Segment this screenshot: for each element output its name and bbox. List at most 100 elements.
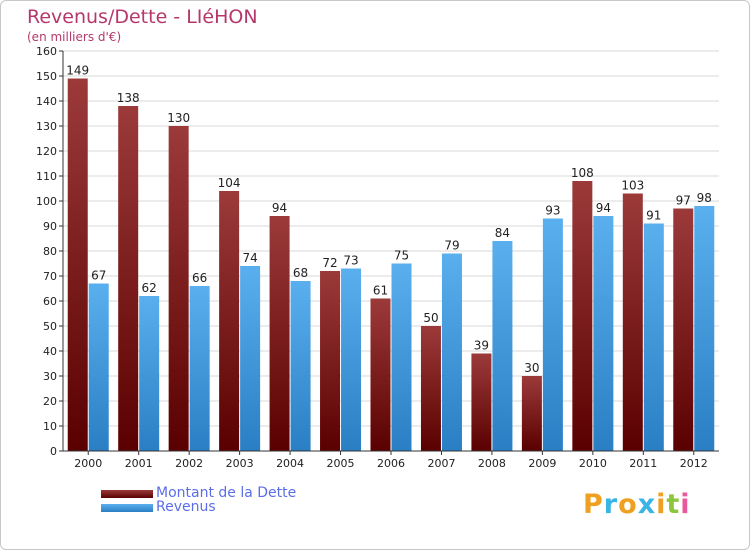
- axes: 0 10 20 30 40 50 60 70 80 90 100 110 120 130 140 150 160…: [36, 45, 719, 470]
- y-tick-label: 70: [43, 270, 57, 283]
- bar-dette: [320, 271, 341, 451]
- data-label: 98: [697, 191, 712, 205]
- data-label: 108: [571, 166, 594, 180]
- y-tick-label: 140: [36, 95, 57, 108]
- logo-letter: i: [656, 489, 667, 520]
- data-label: 97: [676, 194, 691, 208]
- y-tick-label: 120: [36, 145, 57, 158]
- y-tick-label: 10: [43, 420, 57, 433]
- bars: [67, 78, 715, 451]
- data-labels: 149 67 138 62 130 66 104 74 94 68 72 73 61 75 50 79 39 84…: [66, 64, 712, 376]
- bar-dette: [269, 216, 290, 451]
- data-label: 84: [495, 226, 510, 240]
- y-tick-label: 30: [43, 370, 57, 383]
- logo-letter: P: [583, 489, 604, 520]
- data-label: 67: [91, 269, 106, 283]
- bar-revenus: [593, 216, 614, 451]
- logo-letter: t: [666, 489, 681, 520]
- bar-dette: [572, 181, 593, 451]
- logo-letter: x: [637, 489, 657, 520]
- logo-letter: r: [603, 489, 619, 520]
- logo-letter: i: [680, 489, 691, 520]
- data-label: 138: [117, 91, 140, 105]
- data-label: 66: [192, 271, 207, 285]
- legend-label-revenus: Revenus: [156, 499, 216, 515]
- bar-dette: [219, 191, 240, 451]
- x-tick-label: 2002: [175, 457, 203, 470]
- y-tick-label: 50: [43, 320, 57, 333]
- y-tick-label: 40: [43, 345, 57, 358]
- y-tick-label: 80: [43, 245, 57, 258]
- x-tick-label: 2001: [125, 457, 153, 470]
- y-tick-label: 100: [36, 195, 57, 208]
- x-tick-label: 2003: [226, 457, 254, 470]
- data-label: 61: [373, 284, 388, 298]
- bar-revenus: [189, 286, 210, 451]
- data-label: 68: [293, 266, 308, 280]
- bar-revenus: [643, 223, 664, 451]
- bar-revenus: [341, 268, 362, 451]
- bar-revenus: [88, 283, 109, 451]
- bar-revenus: [694, 206, 715, 451]
- chart-title: Revenus/Dette - LIéHON: [27, 6, 258, 28]
- bar-revenus: [240, 266, 261, 451]
- y-tick-label: 150: [36, 70, 57, 83]
- bar-revenus: [290, 281, 311, 451]
- y-tick-label: 90: [43, 220, 57, 233]
- bar-dette: [673, 208, 694, 451]
- x-tick-label: 2005: [327, 457, 355, 470]
- data-label: 91: [646, 209, 661, 223]
- bar-dette: [118, 106, 139, 451]
- data-label: 39: [474, 339, 489, 353]
- x-tick-label: 2007: [427, 457, 455, 470]
- bar-revenus: [441, 253, 462, 451]
- bar-dette: [370, 298, 391, 451]
- y-tick-label: 110: [36, 170, 57, 183]
- x-tick-label: 2011: [629, 457, 657, 470]
- y-tick-label: 0: [50, 445, 57, 458]
- bar-revenus: [391, 263, 412, 451]
- data-label: 75: [394, 249, 409, 263]
- data-label: 130: [167, 111, 190, 125]
- bar-dette: [622, 193, 643, 451]
- data-label: 103: [621, 179, 644, 193]
- y-tick-label: 160: [36, 45, 57, 58]
- x-tick-label: 2009: [528, 457, 556, 470]
- data-label: 79: [444, 239, 459, 253]
- proxiti-logo: Proxiti: [583, 489, 691, 520]
- bar-dette: [471, 353, 492, 451]
- x-tick-label: 2004: [276, 457, 304, 470]
- logo-letter: o: [618, 489, 638, 520]
- data-label: 62: [142, 281, 157, 295]
- x-tick-label: 2012: [680, 457, 708, 470]
- bar-dette: [420, 326, 441, 451]
- data-label: 94: [596, 201, 611, 215]
- data-label: 94: [272, 201, 287, 215]
- bar-dette: [521, 376, 542, 451]
- legend-swatch-revenus: [101, 504, 153, 512]
- data-label: 30: [524, 361, 539, 375]
- bar-revenus: [139, 296, 160, 451]
- x-tick-label: 2006: [377, 457, 405, 470]
- data-label: 149: [66, 64, 89, 78]
- data-label: 73: [343, 254, 358, 268]
- legend-swatch-dette: [101, 490, 153, 498]
- x-tick-label: 2010: [579, 457, 607, 470]
- bar-revenus: [492, 241, 513, 451]
- chart-subtitle: (en milliers d'€): [27, 30, 122, 44]
- data-label: 50: [423, 311, 438, 325]
- grid: [63, 50, 719, 452]
- x-tick-label: 2008: [478, 457, 506, 470]
- data-label: 93: [545, 204, 560, 218]
- data-label: 104: [218, 176, 241, 190]
- y-tick-label: 60: [43, 295, 57, 308]
- x-tick-label: 2000: [74, 457, 102, 470]
- bar-dette: [67, 78, 88, 451]
- bar-revenus: [542, 218, 563, 451]
- data-label: 72: [322, 256, 337, 270]
- y-tick-label: 20: [43, 395, 57, 408]
- y-tick-label: 130: [36, 120, 57, 133]
- data-label: 74: [242, 251, 257, 265]
